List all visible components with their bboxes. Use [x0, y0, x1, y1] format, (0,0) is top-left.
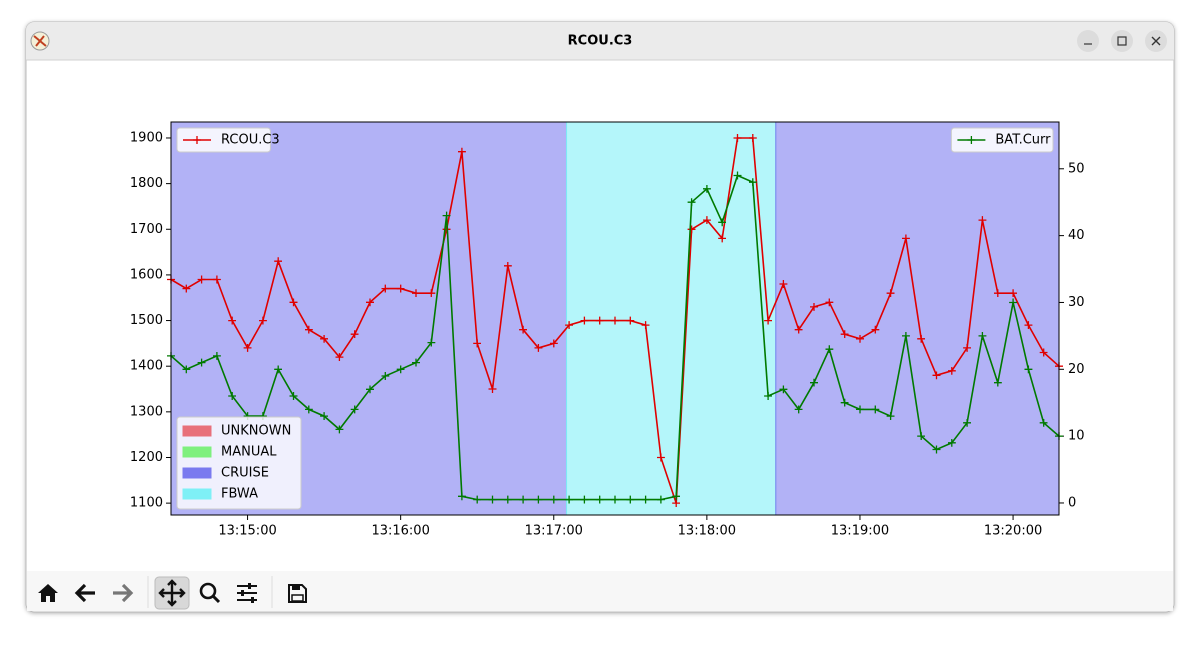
back-button[interactable]: [74, 583, 95, 603]
legend-marker: [193, 136, 201, 144]
x-tick-label: 13:17:00: [525, 524, 583, 539]
legend-label: BAT.Curr: [995, 133, 1051, 148]
close-button[interactable]: [1145, 30, 1167, 52]
y-tick-label: 1900: [130, 130, 163, 145]
save-button[interactable]: [288, 584, 307, 603]
title-bar: [26, 22, 1174, 60]
y-tick-label: 1600: [130, 267, 163, 282]
legend-box: [176, 416, 302, 510]
legend-label: CRUISE: [221, 466, 269, 481]
x-tick-label: 13:19:00: [831, 524, 889, 539]
legend-box: [950, 127, 1054, 153]
legend-swatch: [182, 425, 212, 437]
legend: RCOU.C3: [176, 127, 280, 153]
window-title: RCOU.C3: [568, 34, 633, 49]
legend-label: FBWA: [221, 487, 258, 502]
legend: BAT.Curr: [950, 127, 1054, 153]
y-tick-label: 1100: [130, 496, 163, 511]
x-tick-label: 13:16:00: [371, 524, 429, 539]
zoom-button[interactable]: [199, 582, 221, 604]
legend-label: MANUAL: [221, 445, 277, 460]
legend-swatch: [182, 488, 212, 500]
forward-button[interactable]: [113, 583, 134, 603]
legend-label: RCOU.C3: [221, 133, 280, 148]
legend-marker: [967, 136, 976, 144]
y-tick-label: 1700: [130, 222, 163, 237]
minimize-button[interactable]: [1077, 30, 1099, 52]
y2-tick-label: 40: [1068, 228, 1085, 243]
plot: 13:15:00 13:16:00 13:17:00 13:18:00 13:19:00…: [130, 121, 1085, 539]
legend-swatch: [182, 467, 212, 479]
y2-tick-label: 10: [1068, 429, 1085, 444]
y2-tick-label: 0: [1068, 495, 1076, 510]
toolbar: [27, 571, 1173, 611]
y-tick-label: 1500: [130, 313, 163, 328]
maximize-button[interactable]: [1111, 30, 1133, 52]
configure-button[interactable]: [237, 583, 257, 603]
home-button[interactable]: [38, 584, 58, 602]
legend-swatch: [182, 446, 212, 458]
plot-frame: [170, 121, 1060, 516]
x-tick-label: 13:18:00: [678, 524, 736, 539]
y-tick-label: 1400: [130, 359, 163, 374]
mode-legend: UNKNOWN MANUAL CRUISE FBWA: [176, 416, 302, 510]
y2-tick-label: 30: [1068, 295, 1085, 310]
pan-button[interactable]: [154, 576, 190, 610]
y2-tick-label: 50: [1068, 161, 1085, 176]
x-tick-label: 13:20:00: [984, 524, 1042, 539]
y-tick-label: 1800: [130, 176, 163, 191]
y-tick-label: 1200: [130, 450, 163, 465]
legend-box: [176, 127, 271, 153]
x-tick-label: 13:15:00: [218, 524, 276, 539]
series-line: [167, 171, 1063, 504]
mode-span: [566, 121, 777, 516]
legend-label: UNKNOWN: [221, 424, 291, 439]
y2-tick-label: 20: [1068, 362, 1085, 377]
y-tick-label: 1300: [130, 404, 163, 419]
